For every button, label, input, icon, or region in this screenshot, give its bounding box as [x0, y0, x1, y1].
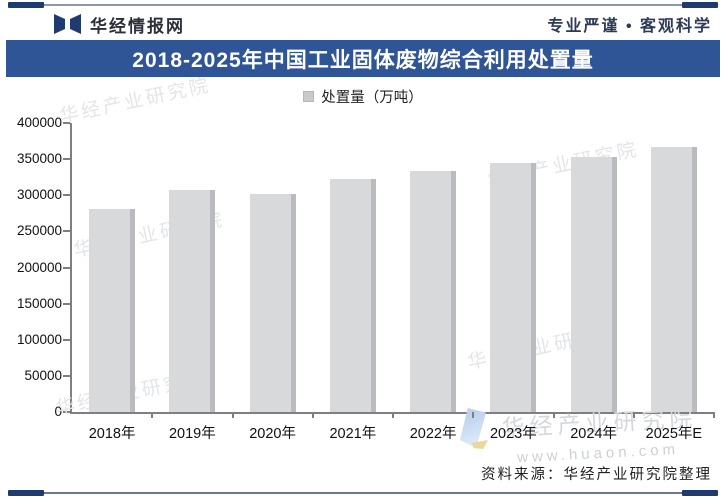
x-axis-tick	[472, 412, 475, 418]
x-axis-tick	[311, 412, 314, 418]
y-axis-tick	[63, 230, 70, 233]
y-axis-tick	[63, 266, 70, 269]
y-axis-label: 50000	[24, 367, 62, 383]
x-axis-label: 2020年	[249, 426, 296, 442]
y-axis-label: 350000	[16, 151, 62, 167]
y-axis-tick	[63, 374, 70, 377]
x-axis-tick	[552, 412, 555, 418]
watermark-text: 华经产业研究院	[57, 75, 213, 128]
x-axis-label: 2019年	[168, 426, 216, 442]
y-axis-label: 200000	[16, 259, 62, 275]
x-axis-label: 2021年	[329, 426, 377, 442]
x-axis-tick	[231, 412, 234, 418]
y-axis-tick	[63, 122, 70, 124]
chart-title: 2018-2025年中国工业固体废物综合利用处置量	[132, 48, 594, 72]
y-axis-tick	[63, 158, 70, 161]
chart-title-banner: 2018-2025年中国工业固体废物综合利用处置量	[6, 40, 720, 77]
bar-2023年	[490, 163, 537, 412]
brand-tagline: 专业严谨 • 客观科学	[547, 18, 712, 35]
legend-swatch	[303, 91, 315, 102]
y-axis-label: 250000	[16, 223, 62, 239]
header: 华经情报网 专业严谨 • 客观科学	[54, 11, 712, 37]
x-axis-tick	[713, 412, 715, 418]
x-axis-tick	[632, 412, 635, 418]
y-axis-tick	[63, 411, 70, 413]
y-axis-label: 0	[54, 404, 62, 419]
x-axis-tick	[151, 412, 154, 418]
y-axis-label: 300000	[16, 187, 62, 203]
x-axis-label: 2018年	[88, 426, 136, 442]
bottom-rule	[8, 490, 718, 496]
source-note: 资料来源：华经产业研究院整理	[481, 467, 712, 483]
bar-2021年	[329, 179, 376, 412]
y-axis-tick	[63, 338, 70, 341]
top-rule-right-cap	[682, 2, 718, 8]
bottom-rule-right-cap	[682, 490, 718, 496]
brand-name: 华经情报网	[90, 16, 185, 36]
y-axis-label: 150000	[16, 295, 62, 311]
bottom-rule-left-cap	[8, 490, 44, 496]
bar-2025年E	[650, 147, 697, 412]
x-axis-tick	[392, 412, 394, 418]
brand: 华经情报网	[54, 12, 185, 37]
y-axis-tick	[63, 302, 70, 305]
y-axis-tick	[63, 194, 70, 197]
y-axis-label: 100000	[16, 331, 62, 347]
top-rule	[8, 2, 718, 8]
bar-2024年	[570, 157, 617, 412]
bar-2020年	[249, 194, 296, 412]
x-axis-label: 2025年E	[645, 426, 703, 442]
legend-label: 处置量（万吨）	[321, 90, 423, 106]
bar-2019年	[169, 190, 216, 412]
x-axis-label: 2022年	[409, 426, 457, 442]
brand-logo-icon	[54, 13, 81, 35]
bar-2018年	[89, 209, 136, 412]
plot-area: 0 50000 100000 150000 200000 250000 300000 3500…	[17, 115, 715, 442]
x-axis-label: 2024年	[570, 426, 617, 442]
legend: 处置量（万吨）	[0, 86, 726, 107]
x-axis-label: 2023年	[489, 426, 537, 442]
y-axis-label: 400000	[16, 115, 62, 130]
watermark-logo-accent-icon	[472, 440, 488, 449]
top-rule-left-cap	[8, 2, 44, 8]
bar-2022年	[410, 171, 457, 412]
